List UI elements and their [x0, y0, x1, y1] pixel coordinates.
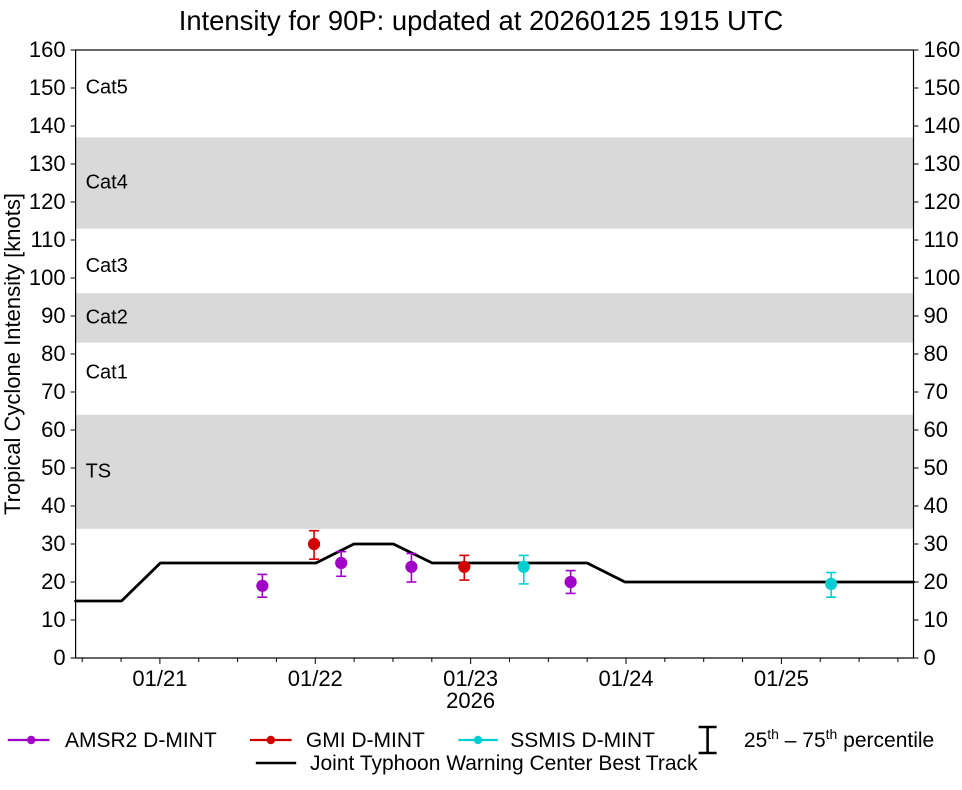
svg-text:30: 30: [924, 531, 948, 556]
svg-text:60: 60: [41, 417, 65, 442]
svg-text:160: 160: [29, 37, 66, 62]
svg-text:Joint Typhoon Warning Center B: Joint Typhoon Warning Center Best Track: [310, 752, 698, 775]
svg-text:Cat5: Cat5: [86, 77, 128, 99]
svg-text:10: 10: [924, 607, 948, 632]
svg-text:30: 30: [41, 531, 65, 556]
svg-text:01/25: 01/25: [754, 666, 809, 691]
svg-text:AMSR2 D-MINT: AMSR2 D-MINT: [65, 729, 217, 752]
svg-text:Cat1: Cat1: [86, 362, 128, 384]
svg-text:01/24: 01/24: [598, 666, 653, 691]
svg-text:TS: TS: [86, 460, 112, 482]
svg-text:110: 110: [924, 227, 959, 252]
svg-text:01/22: 01/22: [288, 666, 343, 691]
svg-text:0: 0: [924, 645, 936, 670]
svg-text:50: 50: [41, 455, 65, 480]
svg-text:70: 70: [41, 379, 65, 404]
svg-text:140: 140: [29, 113, 66, 138]
svg-text:100: 100: [29, 265, 66, 290]
svg-text:120: 120: [924, 189, 961, 214]
svg-text:90: 90: [924, 303, 948, 328]
svg-text:Cat4: Cat4: [86, 172, 128, 194]
svg-text:110: 110: [31, 227, 66, 252]
svg-text:10: 10: [41, 607, 65, 632]
svg-text:130: 130: [29, 151, 66, 176]
svg-text:Cat3: Cat3: [86, 255, 128, 277]
svg-text:Cat2: Cat2: [86, 306, 128, 328]
svg-text:100: 100: [924, 265, 961, 290]
svg-text:150: 150: [29, 75, 66, 100]
svg-text:20: 20: [924, 569, 948, 594]
svg-text:2026: 2026: [446, 688, 495, 713]
svg-text:Intensity for 90P: updated at: Intensity for 90P: updated at 20260125 1…: [179, 5, 784, 36]
svg-text:40: 40: [41, 493, 65, 518]
svg-text:40: 40: [924, 493, 948, 518]
svg-text:90: 90: [41, 303, 65, 328]
svg-text:SSMIS D-MINT: SSMIS D-MINT: [510, 729, 655, 752]
svg-text:50: 50: [924, 455, 948, 480]
svg-text:0: 0: [53, 645, 65, 670]
svg-text:60: 60: [924, 417, 948, 442]
svg-text:120: 120: [29, 189, 66, 214]
svg-text:160: 160: [924, 37, 961, 62]
svg-text:01/21: 01/21: [132, 666, 187, 691]
svg-text:130: 130: [924, 151, 961, 176]
svg-text:150: 150: [924, 75, 961, 100]
svg-text:20: 20: [41, 569, 65, 594]
svg-text:70: 70: [924, 379, 948, 404]
svg-text:GMI D-MINT: GMI D-MINT: [306, 729, 425, 752]
svg-text:140: 140: [924, 113, 961, 138]
svg-text:Tropical Cyclone Intensity [kn: Tropical Cyclone Intensity [knots]: [0, 193, 25, 515]
svg-text:80: 80: [41, 341, 65, 366]
svg-text:80: 80: [924, 341, 948, 366]
